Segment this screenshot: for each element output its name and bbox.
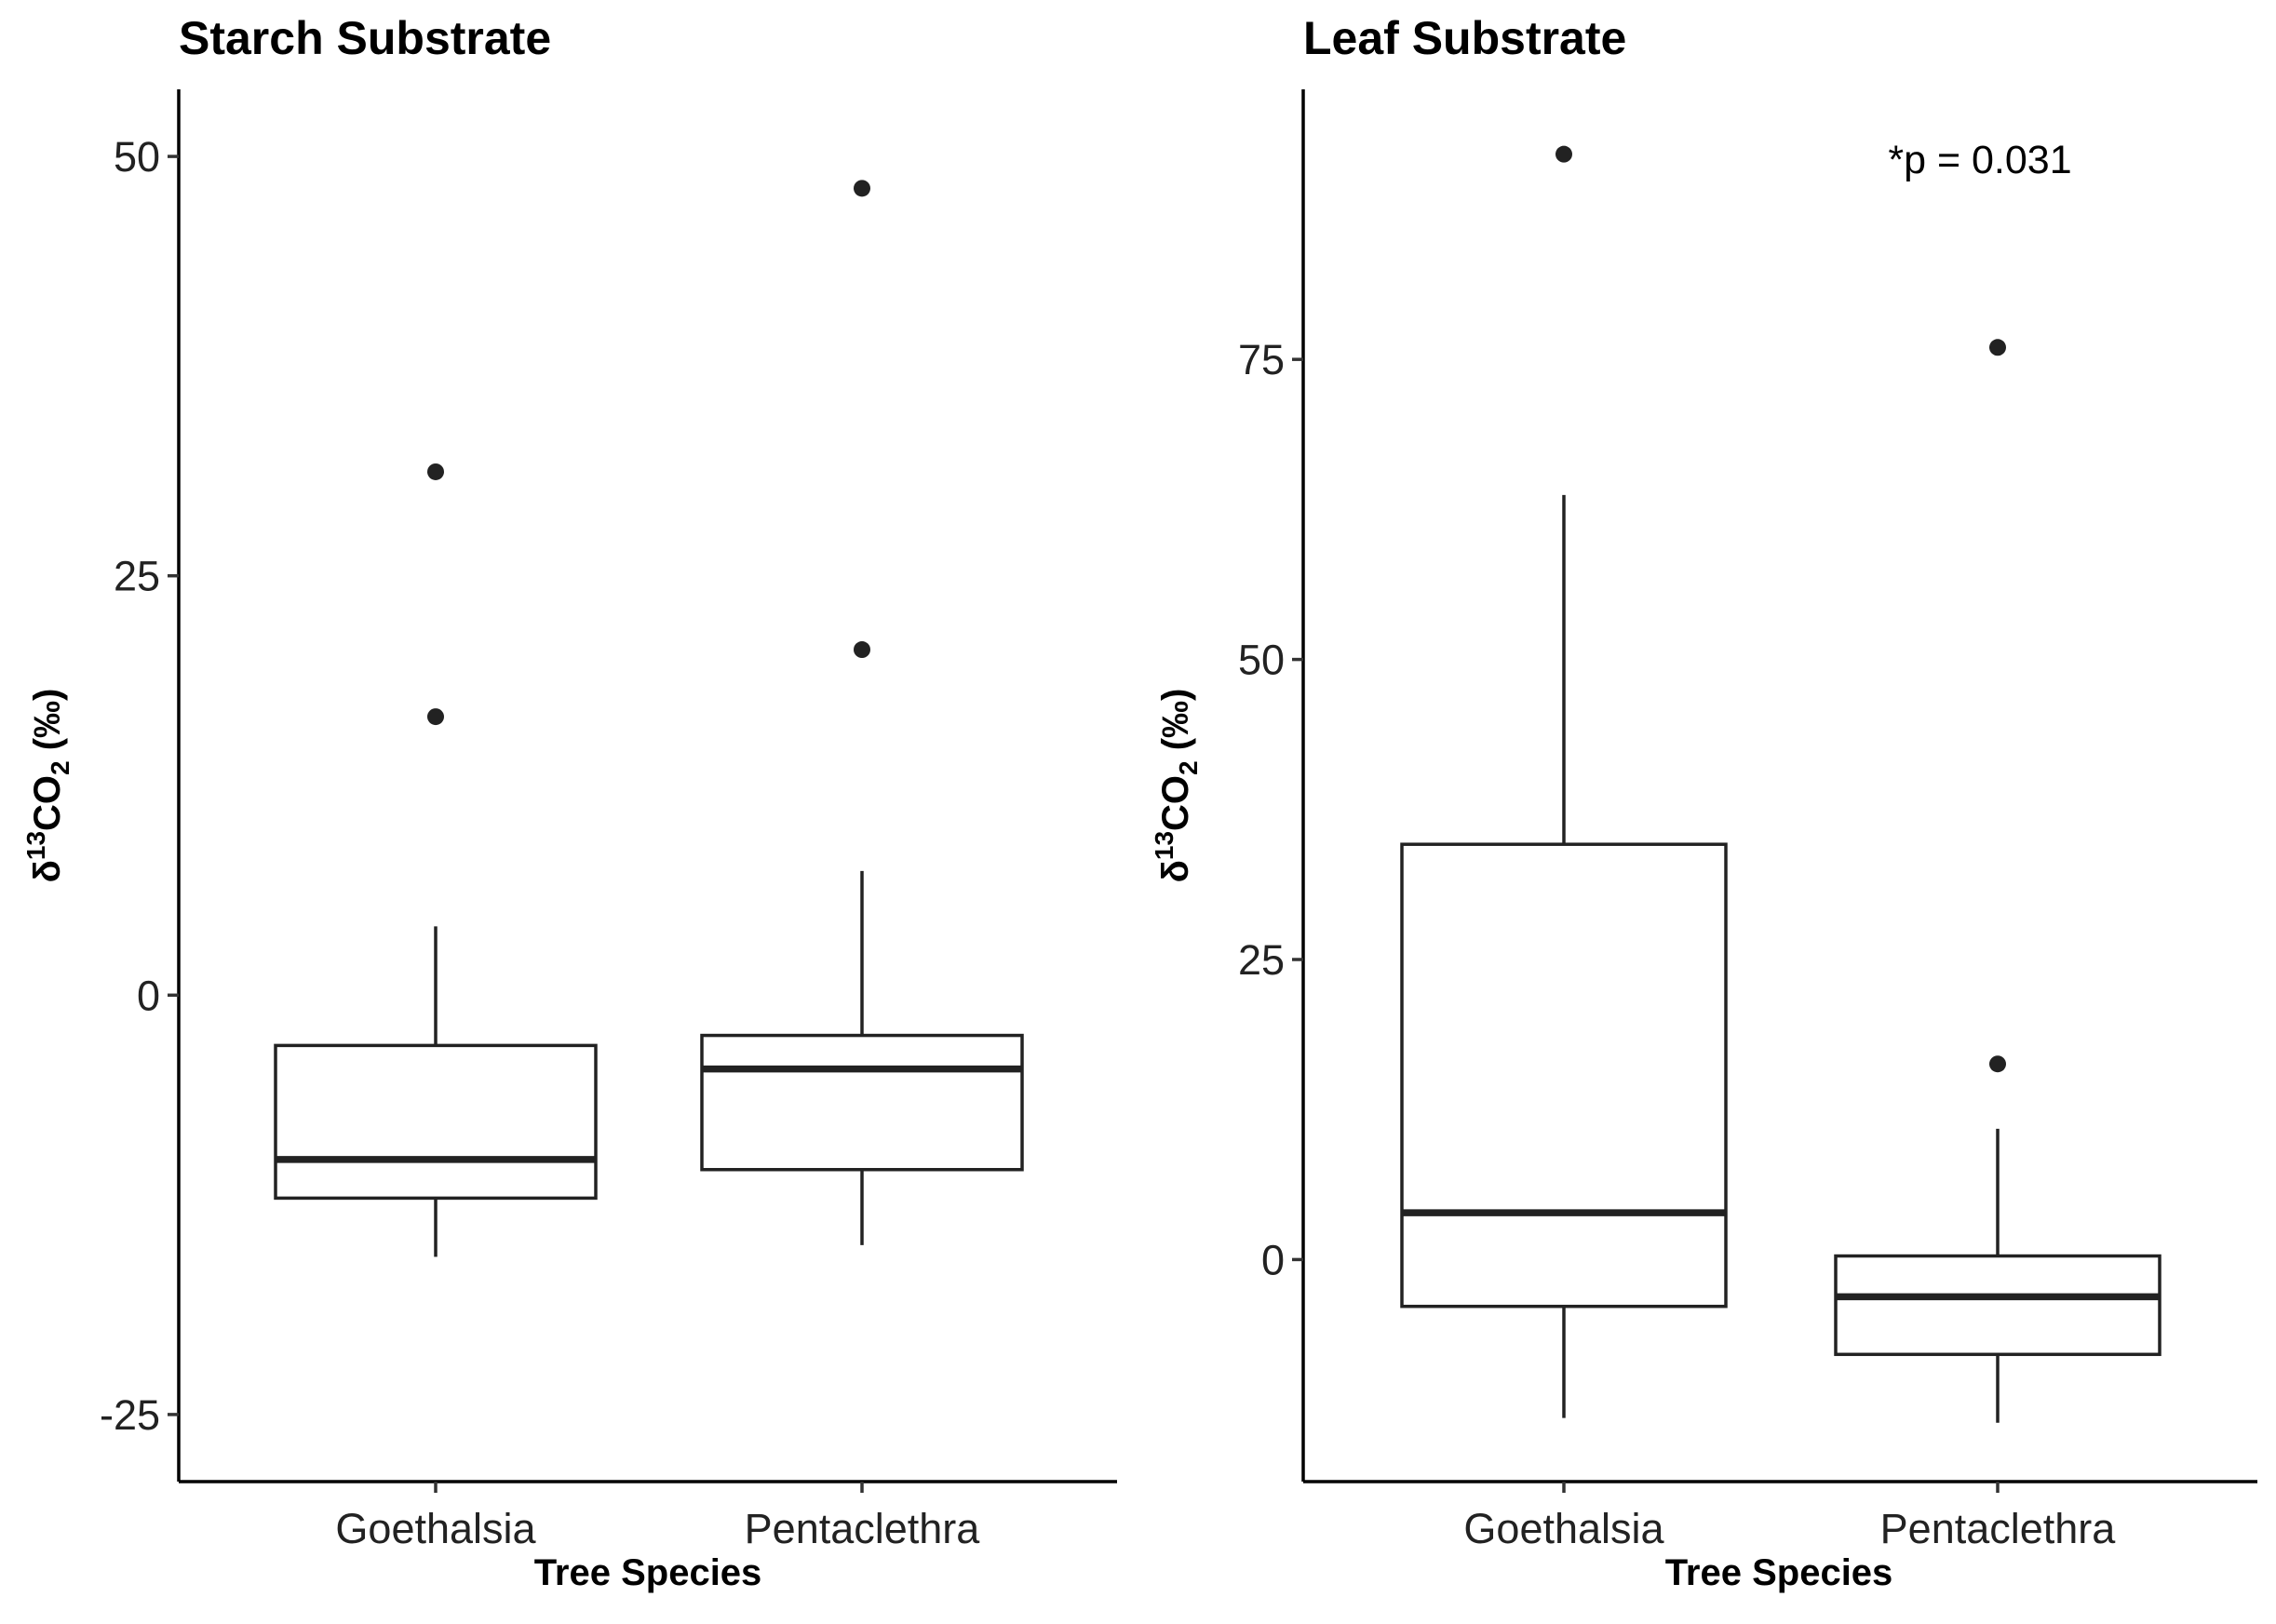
y-axis-title-part: 2	[46, 760, 74, 775]
y-tick-label: -25	[100, 1391, 160, 1439]
y-axis-title-part: CO	[1155, 775, 1196, 831]
outlier-point	[1989, 1055, 2006, 1073]
outlier-point	[854, 180, 870, 197]
y-tick-label: 50	[114, 133, 160, 181]
panel-title: Starch Substrate	[179, 12, 551, 64]
box-group	[1400, 145, 1728, 1418]
y-axis-title-part: (‰)	[1155, 689, 1196, 761]
x-tick-label: Goethalsia	[335, 1505, 536, 1552]
panel-starch: Starch Substrate 50 25 0 -25 Goethalsia Penta…	[21, 12, 1117, 1593]
panel-leaf: Leaf Substrate 75 50 25 0 Goethalsia Pentacle…	[1150, 12, 2257, 1593]
outlier-point	[1555, 145, 1572, 163]
y-tick-label: 0	[1261, 1236, 1285, 1283]
x-axis-title: Tree Species	[534, 1552, 762, 1593]
outlier-point	[854, 641, 870, 659]
box-group	[700, 180, 1024, 1245]
y-tick-label: 25	[1238, 936, 1285, 984]
y-axis-title-part: δ	[27, 860, 68, 882]
y-axis-title: δ13CO2 (‰)	[21, 689, 74, 883]
y-tick-label: 25	[114, 553, 160, 600]
y-tick-label: 75	[1238, 336, 1285, 383]
y-axis-title-part: 2	[1174, 760, 1203, 775]
outlier-point	[427, 708, 444, 726]
x-tick-label: Goethalsia	[1463, 1505, 1664, 1552]
box-group	[274, 463, 598, 1257]
y-axis-title-part: 13	[1150, 831, 1178, 860]
panel-title: Leaf Substrate	[1303, 12, 1626, 64]
y-axis-title-part: 13	[21, 831, 50, 860]
box-group	[1834, 339, 2162, 1423]
x-tick-label: Pentaclethra	[1880, 1505, 2117, 1552]
outlier-point	[427, 463, 444, 480]
box-iqr	[1834, 1254, 2162, 1357]
y-axis-title-part: δ	[1155, 860, 1196, 882]
box-iqr	[1400, 842, 1728, 1309]
box-iqr	[700, 1033, 1024, 1172]
y-axis-title-part: CO	[27, 775, 68, 831]
y-axis-title-part: (‰)	[27, 689, 68, 761]
x-tick-label: Pentaclethra	[745, 1505, 981, 1552]
box-iqr	[274, 1043, 598, 1201]
y-tick-label: 0	[137, 972, 160, 1019]
y-tick-label: 50	[1238, 637, 1285, 684]
y-axis-title: δ13CO2 (‰)	[1150, 689, 1203, 883]
significance-annotation: *p = 0.031	[1888, 138, 2071, 182]
outlier-point	[1989, 339, 2006, 356]
x-axis-title: Tree Species	[1665, 1552, 1893, 1593]
